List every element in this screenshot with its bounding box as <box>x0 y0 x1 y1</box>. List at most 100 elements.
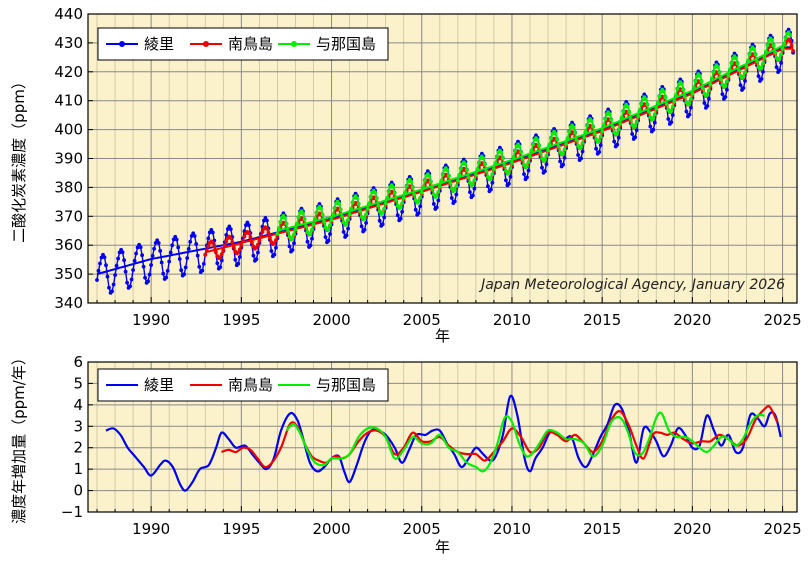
data-point <box>636 114 641 119</box>
data-point <box>774 65 779 70</box>
data-point <box>304 224 308 229</box>
data-point <box>513 149 517 153</box>
data-point <box>323 235 328 240</box>
data-point <box>689 97 693 101</box>
data-point <box>392 191 397 195</box>
x-tick-label: 2020 <box>673 520 711 538</box>
y-axis: −1 0 1 2 3 4 5 6 <box>61 353 93 521</box>
data-point <box>416 199 421 204</box>
data-point <box>663 95 668 100</box>
data-point <box>529 148 534 153</box>
data-point <box>669 120 674 125</box>
data-point <box>305 239 310 244</box>
data-point <box>152 246 157 251</box>
data-point <box>292 241 296 246</box>
data-point <box>579 156 583 161</box>
data-point <box>328 232 332 236</box>
data-point <box>376 203 381 208</box>
data-point <box>707 88 711 93</box>
data-point <box>723 95 728 99</box>
data-point <box>471 182 475 186</box>
data-point <box>266 230 271 235</box>
data-point <box>383 201 388 206</box>
data-point <box>555 137 559 142</box>
data-point <box>698 74 702 78</box>
data-point <box>743 70 747 75</box>
data-point <box>689 105 693 110</box>
data-point <box>652 112 657 117</box>
data-point <box>168 250 173 255</box>
data-point <box>230 240 235 244</box>
data-point <box>413 207 418 212</box>
data-point <box>661 89 666 94</box>
data-point <box>182 272 187 276</box>
data-point <box>561 151 565 156</box>
data-point <box>341 230 346 234</box>
data-point <box>452 199 457 204</box>
data-point <box>236 250 241 255</box>
data-point <box>777 68 782 72</box>
data-point <box>788 33 792 37</box>
data-point <box>337 201 341 206</box>
data-point <box>248 235 253 240</box>
x-tick-label: 1995 <box>222 311 260 329</box>
data-point <box>708 82 713 87</box>
y-tick-label: −1 <box>61 503 83 521</box>
data-point <box>308 243 313 248</box>
x-axis-label: 年 <box>435 538 450 556</box>
data-point <box>257 238 262 243</box>
data-point <box>382 206 387 211</box>
data-point <box>701 86 705 91</box>
data-point <box>483 162 487 167</box>
data-point <box>537 143 541 148</box>
data-point <box>556 144 561 149</box>
x-tick-label: 2005 <box>403 520 441 538</box>
data-point <box>690 91 695 96</box>
data-point <box>553 131 558 136</box>
data-point <box>651 116 656 121</box>
data-point <box>283 216 287 220</box>
data-point <box>218 255 223 260</box>
data-point <box>762 56 767 60</box>
data-point <box>247 223 251 228</box>
data-point <box>458 166 463 171</box>
y-tick-label: 390 <box>54 150 83 168</box>
data-point <box>788 39 792 43</box>
chart-panel-2: 1990 1995 2000 2005 2010 2015 2020 2025 年 −1 0 1 2 3 4… <box>10 350 802 556</box>
data-point <box>401 196 406 200</box>
data-point <box>639 102 644 106</box>
data-point <box>290 236 295 241</box>
data-point <box>472 178 477 183</box>
data-point <box>210 240 215 245</box>
data-point <box>591 124 595 129</box>
data-point <box>519 150 523 155</box>
y-tick-label: 0 <box>73 482 83 500</box>
data-point <box>711 70 716 75</box>
data-point <box>759 77 764 81</box>
data-point <box>585 123 589 128</box>
data-point <box>265 226 269 231</box>
data-point <box>292 232 296 237</box>
data-point <box>652 120 657 125</box>
data-point <box>538 150 543 155</box>
data-point <box>756 74 761 78</box>
data-point <box>501 156 505 161</box>
y-axis-label: 二酸化炭素濃度（ppm） <box>10 74 28 243</box>
data-point <box>138 245 143 250</box>
data-point <box>465 168 469 172</box>
legend: 綾里 南鳥島 与那国島 <box>97 368 389 402</box>
data-point <box>561 162 565 167</box>
data-point <box>247 231 251 236</box>
data-point <box>394 198 399 203</box>
data-point <box>183 265 188 270</box>
data-point <box>105 274 110 279</box>
data-point <box>743 79 747 83</box>
data-point <box>201 262 206 266</box>
data-point <box>212 244 217 249</box>
legend: 綾里 南鳥島 与那国島 <box>97 27 389 61</box>
data-point <box>543 157 547 162</box>
x-tick-label: 1990 <box>132 311 170 329</box>
data-point <box>654 106 659 111</box>
data-point <box>319 206 323 211</box>
data-point <box>350 200 355 205</box>
